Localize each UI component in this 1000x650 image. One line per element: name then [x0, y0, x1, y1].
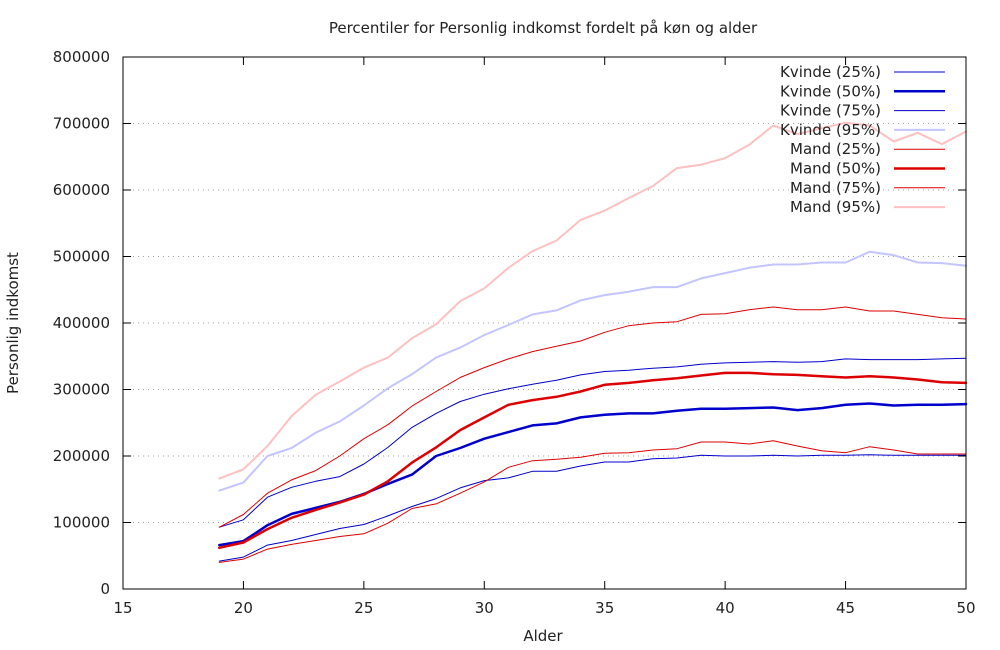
legend-label-mand-75: Mand (75%): [790, 179, 881, 197]
y-tick-label: 800000: [53, 48, 110, 66]
plot-frame: [122, 56, 967, 590]
legend-label-mand-50: Mand (50%): [790, 160, 881, 178]
y-tick-labels: 0 100000 200000 300000 400000 500000 600000 700…: [53, 48, 110, 598]
y-tick-label: 0: [100, 580, 110, 598]
series-line-mand-25: [218, 440, 967, 563]
x-tick-label: 40: [716, 599, 735, 617]
legend: Kvinde (25%)Kvinde (50%) Kvinde (75%)Kvin…: [780, 63, 945, 216]
y-axis-label: Personlig indkomst: [4, 252, 22, 394]
series-line-kvinde-95: [218, 250, 967, 492]
y-tick-label: 700000: [53, 115, 110, 133]
series-line-mand-75: [218, 306, 967, 528]
legend-label-mand-25: Mand (25%): [790, 140, 881, 158]
legend-label-kvinde-50: Kvinde (50%): [780, 82, 881, 100]
series-line-kvinde-75: [218, 357, 967, 528]
gridlines: [123, 123, 966, 523]
x-tick-label: 35: [595, 599, 614, 617]
x-tick-label: 20: [234, 599, 253, 617]
x-tick-label: 15: [113, 599, 132, 617]
x-axis-label: Alder: [523, 627, 563, 645]
y-tick-label: 200000: [53, 447, 110, 465]
series-lines: [218, 121, 968, 563]
chart-title: Percentiler for Personlig indkomst forde…: [329, 19, 758, 37]
series-line-mand-95: [218, 121, 967, 480]
y-tick-label: 500000: [53, 248, 110, 266]
series-line-kvinde-25: [218, 454, 967, 562]
legend-label-kvinde-25: Kvinde (25%): [780, 63, 881, 81]
y-tick-label: 300000: [53, 381, 110, 399]
y-tick-label: 400000: [53, 314, 110, 332]
legend-label-kvinde-95: Kvinde (95%): [780, 121, 881, 139]
legend-label-mand-95: Mand (95%): [790, 198, 881, 216]
y-tick-label: 600000: [53, 181, 110, 199]
y-tick-label: 100000: [53, 514, 110, 532]
x-tick-labels: 15 20 25 30 35 40 45 50: [113, 599, 975, 617]
x-tick-label: 45: [836, 599, 855, 617]
legend-label-kvinde-75: Kvinde (75%): [780, 102, 881, 120]
x-tick-label: 50: [956, 599, 975, 617]
series-line-mand-50: [218, 371, 968, 550]
x-tick-label: 30: [475, 599, 494, 617]
x-tick-label: 25: [354, 599, 373, 617]
